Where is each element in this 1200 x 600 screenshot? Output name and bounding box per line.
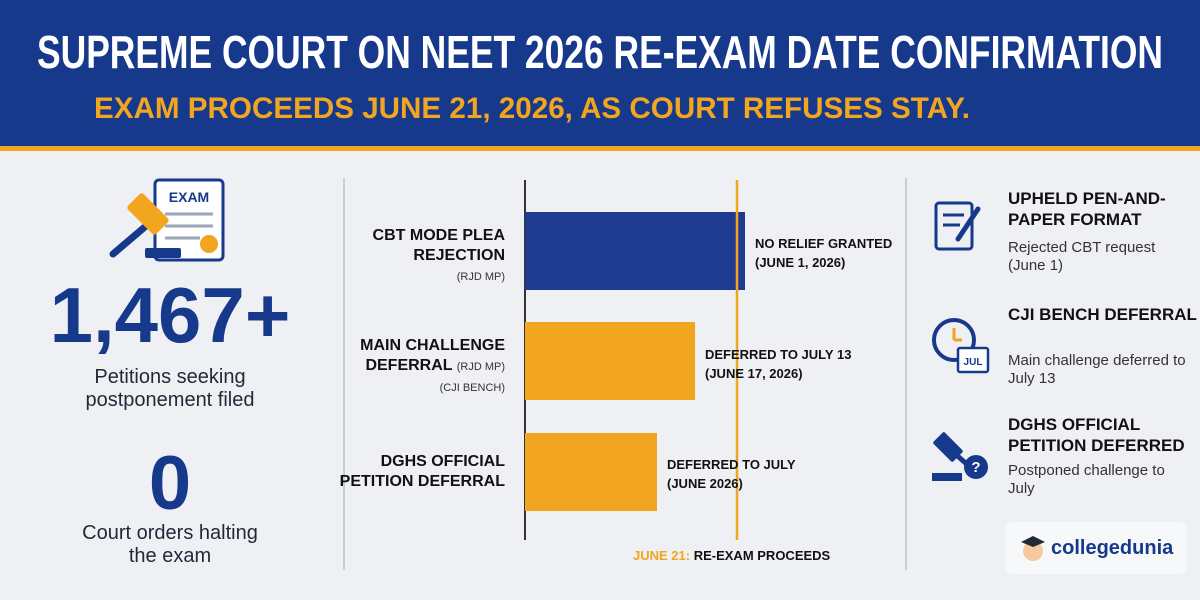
logo-icon [1021, 536, 1045, 561]
title: SUPREME COURT ON NEET 2026 RE-EXAM DATE … [37, 26, 1163, 78]
item-title: UPHELD PEN-AND-PAPER FORMAT [1008, 189, 1166, 229]
gavel-question-icon: ? [932, 432, 988, 481]
row-note: (CJI BENCH) [439, 382, 505, 394]
header-band: SUPREME COURT ON NEET 2026 RE-EXAM DATE … [0, 0, 1200, 146]
marker-text: RE-EXAM PROCEEDS [693, 548, 831, 563]
bar [525, 212, 745, 290]
marker-label: JUNE 21: RE-EXAM PROCEEDS [633, 548, 830, 563]
stat-label: Petitions seeking postponement filed [85, 366, 255, 411]
stat-value: 0 [148, 441, 192, 526]
icon-label: JUL [964, 357, 983, 368]
stat-value: 1,467+ [49, 271, 291, 359]
logo-text: collegedunia [1051, 537, 1174, 559]
divider [905, 178, 907, 570]
outcome: DEFERRED TO JULY 13 (JUNE 17, 2026) [705, 345, 851, 383]
item-title: CJI BENCH DEFERRAL [1008, 305, 1197, 324]
document-icon [934, 201, 981, 251]
icon-label: EXAM [169, 189, 209, 205]
svg-text:?: ? [971, 459, 980, 476]
divider [343, 178, 345, 570]
item-title: DGHS OFFICIAL PETITION DEFERRED [1008, 415, 1185, 455]
row-label: CBT MODE PLEA REJECTION (RJD MP) [315, 226, 505, 287]
row-title: DGHS OFFICIAL PETITION DEFERRAL [339, 453, 505, 490]
marker-date: JUNE 21: [633, 548, 691, 563]
outcome: DEFERRED TO JULY (JUNE 2026) [667, 455, 796, 493]
row-label: DGHS OFFICIAL PETITION DEFERRAL [315, 452, 505, 492]
stat-label: Court orders halting the exam [82, 522, 258, 567]
calendar-icon: JUL [932, 318, 990, 374]
logo: collegedunia [1005, 522, 1187, 574]
outcome-line: (JUNE 17, 2026) [705, 366, 803, 381]
row-note: (RJD MP) [456, 361, 505, 373]
bar [525, 322, 695, 400]
outcome-line: DEFERRED TO JULY [667, 457, 796, 472]
item-description: Main challenge deferred to July 13 [1008, 352, 1186, 387]
outcome-line: (JUNE 1, 2026) [755, 255, 846, 270]
timeline-graphic [524, 180, 745, 540]
row-title: CBT MODE PLEA REJECTION [372, 227, 505, 264]
accent-line [0, 146, 1200, 151]
row-label: MAIN CHALLENGE DEFERRAL (RJD MP) (CJI BEN… [315, 336, 505, 398]
item-description: Postponed challenge to July [1008, 462, 1165, 497]
row-note: (RJD MP) [456, 271, 505, 283]
outcome-line: DEFERRED TO JULY 13 [705, 347, 852, 362]
outcome: NO RELIEF GRANTED (JUNE 1, 2026) [755, 234, 892, 272]
item-description: Rejected CBT request (June 1) [1008, 239, 1156, 274]
subtitle: EXAM PROCEEDS JUNE 21, 2026, AS COURT RE… [94, 92, 970, 125]
gavel-icon: EXAM [109, 178, 225, 262]
outcome-line: (JUNE 2026) [667, 476, 743, 491]
header-text: SUPREME COURT ON NEET 2026 RE-EXAM DATE … [37, 26, 1163, 125]
bar [525, 433, 657, 511]
row-title: MAIN CHALLENGE DEFERRAL [360, 337, 505, 374]
outcome-line: NO RELIEF GRANTED [755, 236, 893, 251]
